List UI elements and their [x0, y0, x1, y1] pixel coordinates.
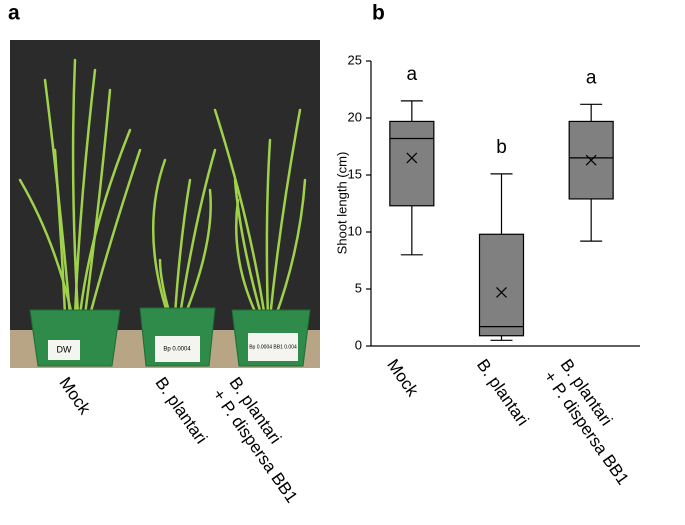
y-tick-label: 0	[355, 337, 362, 352]
mean-marker	[496, 286, 507, 298]
mean-marker	[406, 152, 418, 164]
pot-label-card	[155, 336, 200, 362]
significance-letter: a	[407, 64, 418, 85]
photo-category-label-line: Mock	[55, 374, 94, 419]
pot-label-card	[248, 333, 298, 361]
significance-letter: a	[586, 67, 597, 88]
box	[389, 120, 435, 207]
y-tick-label: 10	[348, 223, 362, 238]
mean-marker	[585, 154, 597, 166]
pot-label: DW	[57, 344, 72, 354]
photo-category-label-line: B. plantari	[151, 374, 210, 448]
y-tick-label: 25	[348, 52, 362, 67]
pot-label: Bp 0.0004 BB1 0.004	[249, 344, 297, 350]
plants	[18, 58, 307, 320]
x-tick-label: B. plantari+ P. dispersa BB1	[540, 356, 649, 489]
pot-label-card	[48, 340, 80, 360]
x-tick-label-line: B. plantari	[473, 356, 532, 430]
x-tick-label: Mock	[383, 356, 422, 401]
photo-category-label: B. plantari	[151, 374, 210, 448]
box	[478, 233, 525, 337]
photo: DW Bp 0.0004 Bp 0.0004 BB1 0.004	[10, 40, 320, 368]
panel-label: b	[372, 2, 385, 25]
x-tick-label-line: Mock	[383, 356, 422, 401]
pot-label: Bp 0.0004	[163, 347, 191, 353]
y-tick-label: 15	[348, 166, 362, 181]
x-tick-label: B. plantari	[473, 356, 532, 430]
y-tick-label: 20	[348, 109, 362, 124]
significance-letter: b	[496, 137, 507, 158]
panel-label: a	[8, 2, 20, 25]
photo-category-label: Mock	[55, 374, 94, 419]
y-axis-label: Shoot length (cm)	[334, 152, 349, 255]
photo-category-label: B. plantari+ P. dispersa BB1	[208, 374, 317, 507]
y-tick-label: 5	[355, 280, 362, 295]
